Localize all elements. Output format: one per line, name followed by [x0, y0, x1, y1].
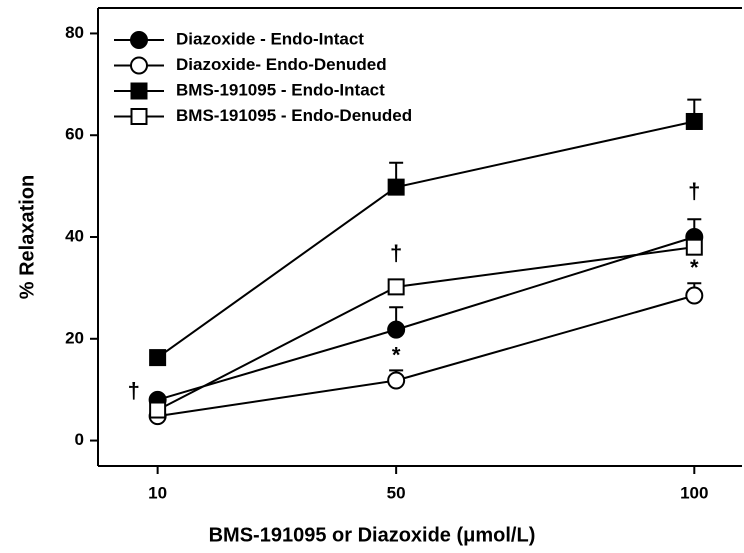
x-axis-label: BMS-191095 or Diazoxide (μmol/L) — [209, 524, 536, 546]
y-tick-label: 0 — [75, 430, 84, 449]
annotation: * — [690, 255, 699, 280]
data-point — [685, 286, 704, 305]
x-tick-label: 10 — [148, 483, 167, 502]
y-tick-label: 20 — [65, 328, 84, 347]
data-point — [387, 320, 406, 339]
legend-marker — [130, 82, 148, 100]
annotation: * — [392, 342, 401, 367]
y-tick-label: 40 — [65, 226, 84, 245]
y-tick-label: 60 — [65, 125, 84, 144]
legend-marker — [130, 56, 148, 75]
annotation: † — [128, 378, 140, 403]
annotation: † — [390, 241, 402, 266]
y-axis-label: % Relaxation — [16, 175, 38, 299]
y-tick-label: 80 — [65, 23, 84, 42]
x-tick-label: 50 — [387, 483, 406, 502]
annotation: † — [688, 179, 700, 204]
legend-label: Diazoxide - Endo-Intact — [176, 29, 364, 48]
data-point — [387, 178, 405, 196]
legend-label: Diazoxide- Endo-Denuded — [176, 55, 387, 74]
legend-marker — [130, 31, 148, 49]
data-point — [149, 349, 167, 367]
series-line — [157, 120, 695, 359]
data-point — [685, 112, 703, 130]
legend-marker — [130, 108, 148, 125]
data-point — [685, 238, 703, 256]
legend-label: BMS-191095 - Endo-Denuded — [176, 106, 412, 125]
x-tick-label: 100 — [680, 483, 708, 502]
series-line — [157, 246, 695, 411]
data-point — [387, 278, 405, 296]
series-line — [157, 294, 695, 418]
data-point — [149, 401, 167, 419]
legend-label: BMS-191095 - Endo-Intact — [176, 80, 385, 99]
data-point — [387, 371, 406, 390]
